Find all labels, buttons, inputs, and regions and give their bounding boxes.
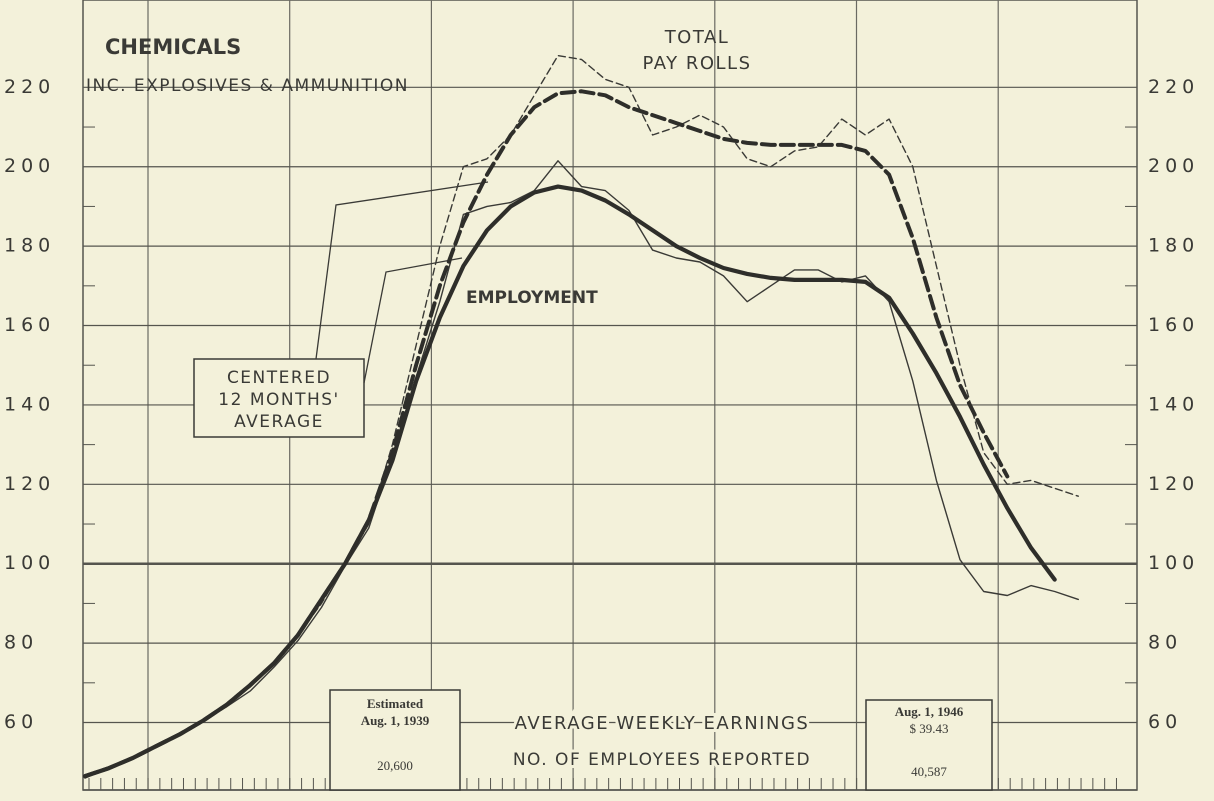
average-label: AVERAGE [234, 412, 324, 432]
series-label-line: PAY ROLLS [643, 53, 752, 74]
y-tick-label-right: 100 [1148, 552, 1199, 574]
box-1939 [329, 689, 461, 791]
box-label: Aug. 1, 1946 [895, 704, 964, 719]
y-tick-label: 80 [4, 632, 38, 654]
series-label-line: TOTAL [664, 27, 730, 48]
y-tick-label-right: 140 [1148, 393, 1199, 415]
series-line [82, 184, 1057, 779]
average-box [193, 358, 365, 438]
box-label: Aug. 1, 1939 [361, 713, 430, 728]
y-tick-label-right: 80 [1148, 632, 1182, 654]
series-label: TOTAL PAY ROLLS [643, 27, 752, 74]
y-tick-label: 100 [4, 552, 55, 574]
box-label: 40,587 [911, 764, 947, 779]
average-label: 12 MONTHS' [218, 390, 339, 410]
callout-line [315, 181, 489, 360]
y-tick-label: 60 [4, 711, 38, 733]
y-tick-label-right: 220 [1148, 76, 1199, 98]
y-tick-label: 120 [4, 473, 55, 495]
callout-line [363, 257, 463, 384]
earnings-label: AVERAGE WEEKLY EARNINGS [515, 713, 810, 734]
y-tick-label-right: 60 [1148, 711, 1182, 733]
box-label: 20,600 [377, 758, 413, 773]
chart-title: CHEMICALS [105, 35, 241, 59]
series-line [83, 89, 1010, 779]
chart-subtitle: INC. EXPLOSIVES & AMMUNITION [86, 76, 409, 96]
y-tick-label-right: 200 [1148, 155, 1199, 177]
average-label: CENTERED [227, 368, 331, 388]
y-tick-label: 180 [4, 235, 55, 257]
box-label: $ 39.43 [910, 721, 949, 736]
employees-label: NO. OF EMPLOYEES REPORTED [513, 750, 811, 770]
box-label: Estimated [367, 696, 424, 711]
y-tick-label-right: 160 [1148, 314, 1199, 336]
y-tick-label: 220 [4, 76, 55, 98]
series-line [84, 160, 1079, 777]
y-tick-label: 140 [4, 393, 55, 415]
y-tick-label-right: 120 [1148, 473, 1199, 495]
series-label: EMPLOYMENT [466, 288, 598, 308]
y-tick-label: 160 [4, 314, 55, 336]
box-1946 [865, 699, 993, 791]
y-tick-label-right: 180 [1148, 235, 1199, 257]
y-tick-label: 200 [4, 155, 55, 177]
